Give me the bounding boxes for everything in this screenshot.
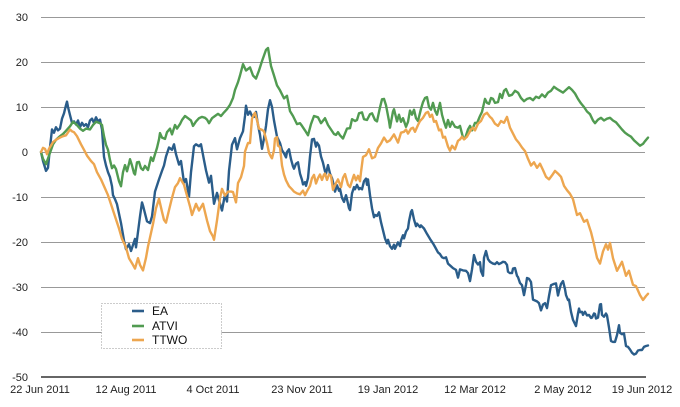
svg-text:10: 10 bbox=[16, 102, 28, 114]
svg-text:2 May 2012: 2 May 2012 bbox=[534, 384, 591, 396]
svg-text:4 Oct 2011: 4 Oct 2011 bbox=[187, 384, 240, 396]
svg-text:19 Jun 2012: 19 Jun 2012 bbox=[612, 384, 673, 396]
svg-text:12 Aug 2011: 12 Aug 2011 bbox=[96, 384, 157, 396]
svg-text:ATVI: ATVI bbox=[152, 319, 178, 333]
svg-text:0: 0 bbox=[22, 147, 28, 159]
svg-text:30: 30 bbox=[16, 12, 28, 24]
svg-text:22 Jun 2011: 22 Jun 2011 bbox=[10, 384, 70, 396]
svg-text:23 Nov 2011: 23 Nov 2011 bbox=[271, 384, 333, 396]
svg-text:-50: -50 bbox=[12, 372, 28, 384]
svg-text:12 Mar 2012: 12 Mar 2012 bbox=[444, 384, 506, 396]
svg-text:-40: -40 bbox=[12, 327, 28, 339]
svg-text:EA: EA bbox=[152, 304, 168, 318]
svg-text:19 Jan 2012: 19 Jan 2012 bbox=[358, 384, 419, 396]
svg-text:TTWO: TTWO bbox=[152, 333, 187, 347]
svg-text:-30: -30 bbox=[12, 282, 28, 294]
svg-text:20: 20 bbox=[16, 57, 28, 69]
svg-text:-20: -20 bbox=[12, 237, 28, 249]
svg-text:-10: -10 bbox=[12, 192, 28, 204]
